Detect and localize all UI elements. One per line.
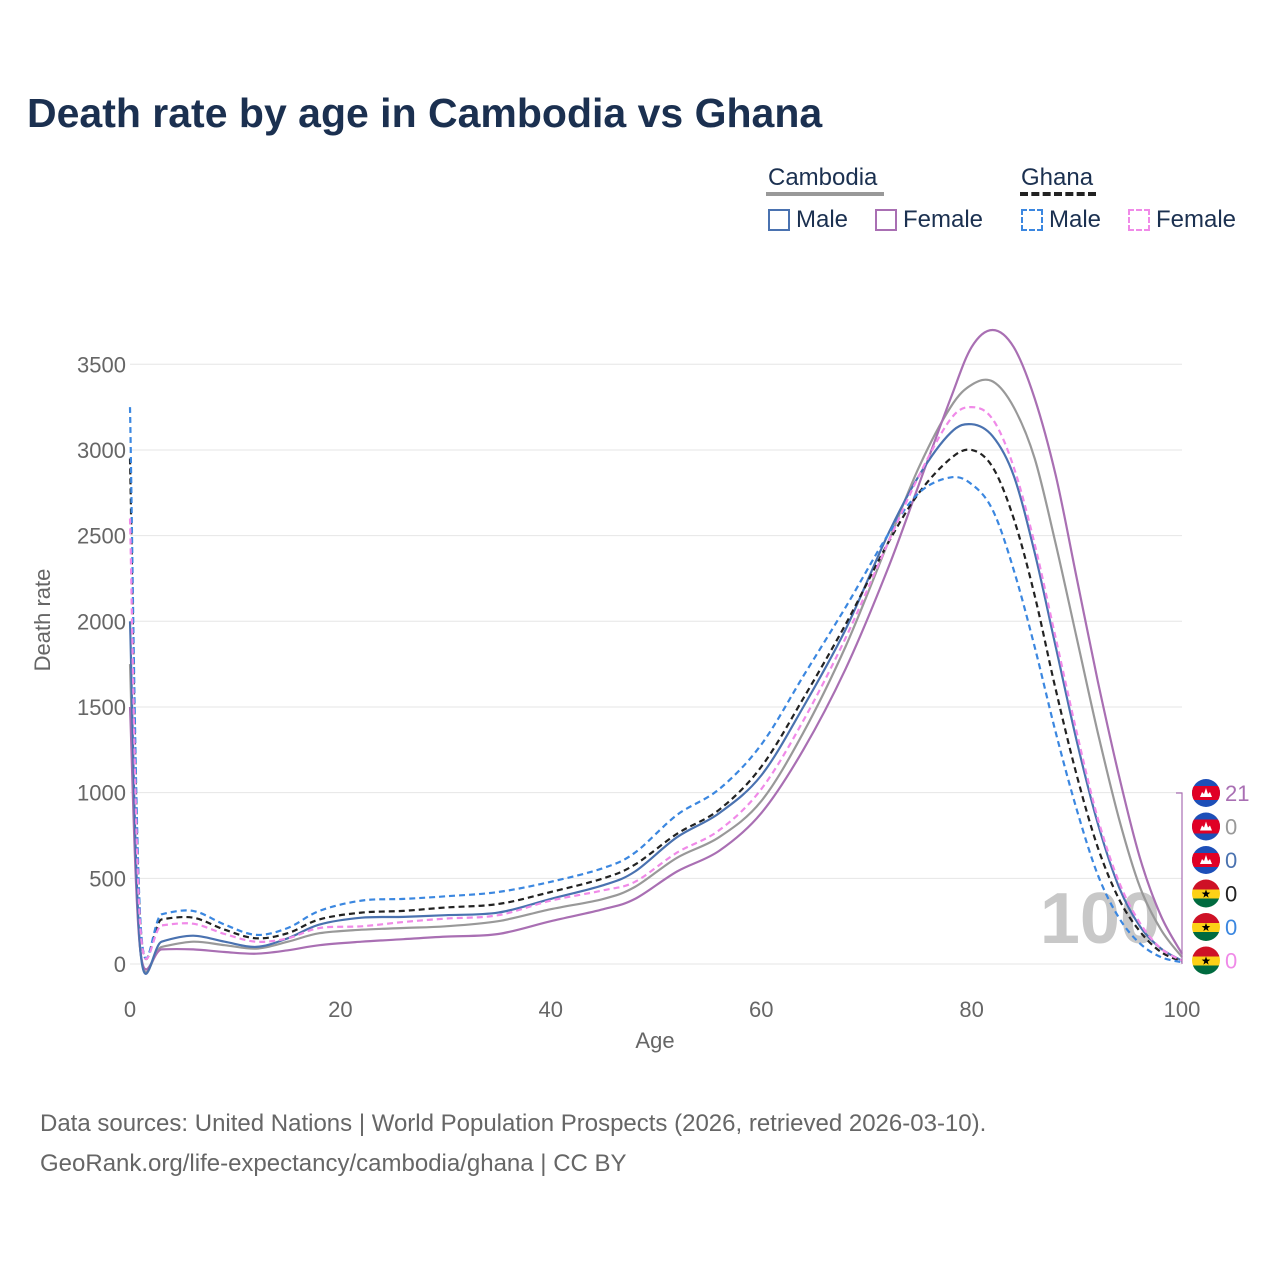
x-tick-label: 0 <box>124 997 136 1022</box>
end-label-value: 0 <box>1225 848 1237 873</box>
end-label-connector <box>1176 792 1183 964</box>
series-line[interactable] <box>128 405 1183 962</box>
footer-link[interactable]: GeoRank.org/life-expectancy/cambodia/gha… <box>40 1150 627 1177</box>
end-label-value: 0 <box>1225 915 1237 940</box>
ghana-flag-icon <box>1192 879 1220 908</box>
end-label-value: 0 <box>1225 882 1237 907</box>
series-line[interactable] <box>128 378 1183 973</box>
cambodia-flag-icon <box>1192 846 1220 874</box>
end-label-value: 0 <box>1225 949 1237 974</box>
y-tick-label: 500 <box>89 866 126 891</box>
x-tick-label: 100 <box>1164 997 1201 1022</box>
grid-lines <box>130 363 1182 965</box>
legend-swatch <box>875 209 897 231</box>
legend-cambodia-line <box>766 192 884 196</box>
y-axis-ticks: 0 500 1000 1500 2000 2500 3000 3500 <box>77 352 126 977</box>
y-tick-label: 3000 <box>77 438 126 463</box>
series-line[interactable] <box>128 422 1183 975</box>
legend-item-ghana-female[interactable]: Female <box>1128 205 1236 235</box>
x-tick-label: 80 <box>959 997 983 1022</box>
ghana-flag-icon <box>1192 946 1220 975</box>
y-tick-label: 3500 <box>77 352 126 377</box>
y-tick-label: 2500 <box>77 524 126 549</box>
x-axis-ticks: 0 20 40 60 80 100 <box>124 997 1200 1022</box>
legend-label: Male <box>1049 206 1102 233</box>
x-tick-label: 40 <box>539 997 563 1022</box>
y-tick-label: 2000 <box>77 609 126 634</box>
legend-ghana-line <box>1020 192 1096 196</box>
footer-sources: Data sources: United Nations | World Pop… <box>40 1110 987 1137</box>
watermark: 100 <box>1040 879 1160 959</box>
y-axis-label: Death rate <box>30 569 55 672</box>
legend-item-ghana-male[interactable]: Male <box>1021 205 1101 235</box>
x-tick-label: 20 <box>328 997 352 1022</box>
ghana-flag-icon <box>1192 913 1220 941</box>
x-tick-label: 60 <box>749 997 773 1022</box>
legend-label: Female <box>1156 206 1237 233</box>
legend-item-cambodia-female[interactable]: Female <box>875 205 983 235</box>
legend-swatch <box>1021 209 1043 231</box>
end-labels: 21 0 0 0 0 0 <box>1176 779 1249 975</box>
legend-swatch <box>1128 209 1150 231</box>
legend-group-cambodia: Cambodia <box>768 164 878 191</box>
y-tick-label: 1000 <box>77 781 126 806</box>
legend-group-ghana: Ghana <box>1021 164 1094 191</box>
end-label-value: 0 <box>1225 815 1237 840</box>
legend-swatch <box>768 209 790 231</box>
chart-title: Death rate by age in Cambodia vs Ghana <box>27 90 823 136</box>
cambodia-flag-icon <box>1192 812 1220 841</box>
end-label-value: 21 <box>1225 781 1249 806</box>
series-line[interactable] <box>128 448 1183 963</box>
cambodia-flag-icon <box>1192 779 1220 807</box>
series-lines <box>128 328 1183 975</box>
series-line[interactable] <box>128 328 1183 971</box>
y-tick-label: 1500 <box>77 695 126 720</box>
legend-label: Female <box>903 206 984 233</box>
series-line[interactable] <box>128 407 1183 964</box>
legend-item-cambodia-male[interactable]: Male <box>768 205 848 235</box>
y-tick-label: 0 <box>114 952 126 977</box>
x-axis-label: Age <box>635 1028 674 1053</box>
legend-label: Male <box>796 206 849 233</box>
